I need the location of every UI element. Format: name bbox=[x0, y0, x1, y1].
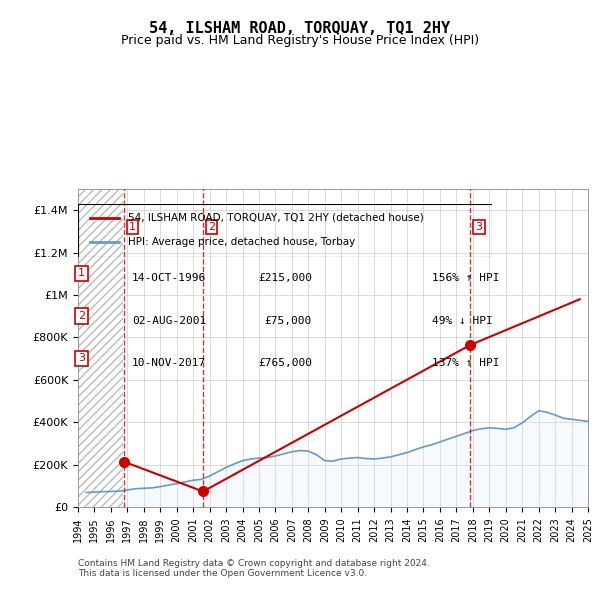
Text: 3: 3 bbox=[78, 353, 85, 363]
Text: 02-AUG-2001: 02-AUG-2001 bbox=[132, 316, 206, 326]
Text: Contains HM Land Registry data © Crown copyright and database right 2024.
This d: Contains HM Land Registry data © Crown c… bbox=[78, 559, 430, 578]
Text: 54, ILSHAM ROAD, TORQUAY, TQ1 2HY: 54, ILSHAM ROAD, TORQUAY, TQ1 2HY bbox=[149, 21, 451, 35]
Text: £75,000: £75,000 bbox=[265, 316, 312, 326]
Bar bbox=[78, 189, 123, 507]
Text: HPI: Average price, detached house, Torbay: HPI: Average price, detached house, Torb… bbox=[128, 237, 355, 247]
Text: 54, ILSHAM ROAD, TORQUAY, TQ1 2HY (detached house): 54, ILSHAM ROAD, TORQUAY, TQ1 2HY (detac… bbox=[128, 213, 424, 223]
Text: 2: 2 bbox=[208, 222, 215, 232]
Text: 156% ↑ HPI: 156% ↑ HPI bbox=[432, 273, 499, 283]
Text: 3: 3 bbox=[475, 222, 482, 232]
Text: 1: 1 bbox=[129, 222, 136, 232]
Text: £765,000: £765,000 bbox=[258, 358, 312, 368]
Text: 2: 2 bbox=[78, 311, 85, 321]
Text: £215,000: £215,000 bbox=[258, 273, 312, 283]
Text: 10-NOV-2017: 10-NOV-2017 bbox=[132, 358, 206, 368]
Bar bbox=[78, 189, 123, 507]
Text: Price paid vs. HM Land Registry's House Price Index (HPI): Price paid vs. HM Land Registry's House … bbox=[121, 34, 479, 47]
Text: 137% ↑ HPI: 137% ↑ HPI bbox=[432, 358, 499, 368]
Text: 49% ↓ HPI: 49% ↓ HPI bbox=[432, 316, 493, 326]
Text: 1: 1 bbox=[78, 268, 85, 278]
Text: 14-OCT-1996: 14-OCT-1996 bbox=[132, 273, 206, 283]
